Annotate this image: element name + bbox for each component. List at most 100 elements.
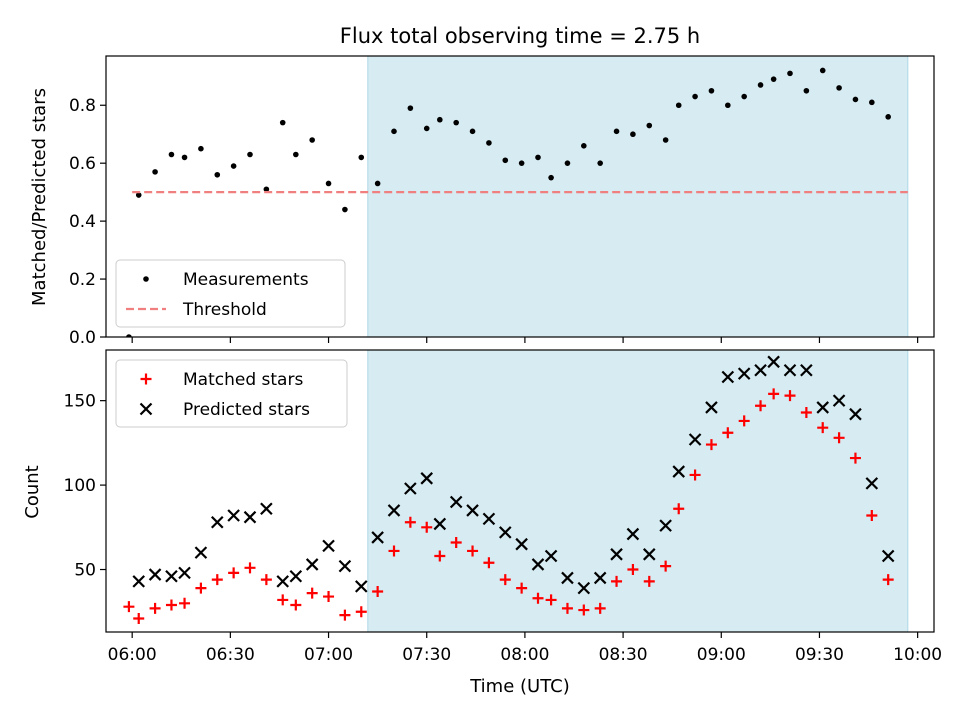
measurement-point bbox=[247, 151, 253, 158]
legend-box bbox=[115, 259, 346, 328]
observing-window-shade bbox=[367, 349, 909, 633]
matched-star-point bbox=[784, 390, 796, 402]
matched-star-point bbox=[594, 602, 606, 614]
matched-star-point bbox=[388, 545, 400, 557]
predicted-star-point bbox=[132, 575, 146, 588]
matched-star-point bbox=[165, 599, 177, 611]
matched-star-point bbox=[738, 415, 750, 427]
measurement-point bbox=[597, 160, 603, 166]
predicted-star-point bbox=[531, 558, 545, 571]
predicted-star-point bbox=[659, 519, 672, 532]
measurement-point bbox=[548, 174, 554, 181]
x-tick-label: 07:30 bbox=[402, 645, 451, 665]
predicted-star-point bbox=[544, 549, 558, 563]
measurement-point bbox=[787, 70, 793, 77]
predicted-star-point bbox=[289, 569, 303, 583]
measurement-point bbox=[725, 102, 731, 109]
plot-area bbox=[126, 67, 908, 337]
matched-star-point bbox=[673, 503, 685, 515]
measurement-point bbox=[198, 145, 204, 152]
matched-star-point bbox=[149, 602, 161, 614]
measurement-point bbox=[885, 114, 891, 120]
y-tick-label: 50 bbox=[74, 561, 96, 581]
predicted-star-point bbox=[737, 367, 751, 380]
measurement-point bbox=[407, 105, 414, 111]
predicted-star-point bbox=[420, 472, 434, 485]
measurement-point bbox=[518, 160, 525, 166]
matched-star-point bbox=[499, 574, 511, 586]
predicted-star-point bbox=[338, 559, 352, 573]
matched-star-point bbox=[277, 594, 289, 606]
matched-star-point bbox=[817, 422, 829, 434]
plot-area bbox=[123, 355, 895, 624]
predicted-star-point bbox=[227, 509, 240, 522]
predicted-star-point bbox=[165, 569, 178, 583]
measurement-point bbox=[819, 67, 826, 74]
matched-star-point bbox=[532, 592, 544, 604]
legend-plus-swatch bbox=[140, 373, 152, 385]
measurement-point bbox=[646, 122, 653, 129]
x-axis-label: Time (UTC) bbox=[469, 676, 570, 697]
predicted-star-point bbox=[767, 355, 780, 369]
legend-x-swatch bbox=[139, 402, 153, 416]
measurement-point bbox=[126, 334, 132, 337]
y-axis-label-bottom: Count bbox=[22, 465, 43, 518]
predicted-star-point bbox=[466, 504, 479, 517]
predicted-star-point bbox=[561, 571, 574, 585]
measurement-point bbox=[836, 85, 842, 91]
matched-star-point bbox=[755, 400, 767, 412]
x-tick-label: 07:00 bbox=[304, 645, 353, 665]
legend-label: Measurements bbox=[183, 270, 309, 290]
predicted-star-point bbox=[433, 517, 447, 531]
measurement-point bbox=[852, 96, 859, 103]
measurement-point bbox=[214, 171, 221, 178]
matched-star-point bbox=[355, 606, 367, 618]
measurement-point bbox=[564, 160, 571, 166]
legend-label: Matched stars bbox=[183, 370, 303, 390]
predicted-star-point bbox=[849, 407, 862, 421]
matched-star-point bbox=[627, 564, 639, 576]
matched-star-point bbox=[434, 550, 446, 562]
predicted-star-point bbox=[322, 539, 335, 553]
measurement-point bbox=[869, 99, 875, 106]
ratio-panel: 0.0 0.2 0.4 0.6 0.8 Measurements Threshold bbox=[69, 55, 935, 348]
predicted-star-point bbox=[243, 510, 257, 524]
observing-window-shade bbox=[367, 55, 909, 338]
predicted-star-point bbox=[449, 495, 463, 509]
measurement-point bbox=[230, 163, 237, 169]
measurement-point bbox=[325, 180, 332, 187]
predicted-star-point bbox=[404, 482, 417, 495]
predicted-star-point bbox=[832, 394, 846, 407]
predicted-star-point bbox=[260, 502, 273, 516]
measurement-point bbox=[181, 154, 188, 161]
y-tick-label: 0.4 bbox=[69, 212, 96, 232]
measurement-point bbox=[437, 116, 443, 123]
predicted-star-point bbox=[305, 558, 319, 571]
y-axis-label-top: Matched/Predicted stars bbox=[29, 88, 50, 306]
predicted-star-point bbox=[705, 401, 718, 414]
measurement-point bbox=[342, 206, 348, 213]
matched-star-point bbox=[611, 575, 623, 587]
plot-frame bbox=[105, 349, 935, 633]
measurement-point bbox=[453, 119, 459, 126]
measurement-point bbox=[263, 186, 270, 193]
predicted-star-point bbox=[276, 575, 290, 588]
y-tick-label: 0.0 bbox=[69, 328, 96, 348]
predicted-star-point bbox=[754, 363, 767, 377]
matched-star-point bbox=[372, 585, 384, 597]
measurement-point bbox=[675, 102, 682, 109]
matched-star-point bbox=[800, 406, 812, 418]
measurement-point bbox=[168, 151, 175, 158]
predicted-star-point bbox=[515, 537, 528, 551]
measurement-point bbox=[423, 125, 430, 132]
measurement-point bbox=[135, 192, 142, 198]
predicted-star-point bbox=[354, 580, 368, 593]
predicted-star-point bbox=[577, 581, 591, 595]
predicted-star-point bbox=[865, 477, 879, 490]
predicted-star-point bbox=[498, 526, 512, 539]
predicted-star-point bbox=[610, 548, 623, 561]
matched-star-point bbox=[833, 432, 845, 444]
predicted-star-point bbox=[210, 515, 224, 529]
x-tick-label: 08:00 bbox=[500, 645, 549, 665]
